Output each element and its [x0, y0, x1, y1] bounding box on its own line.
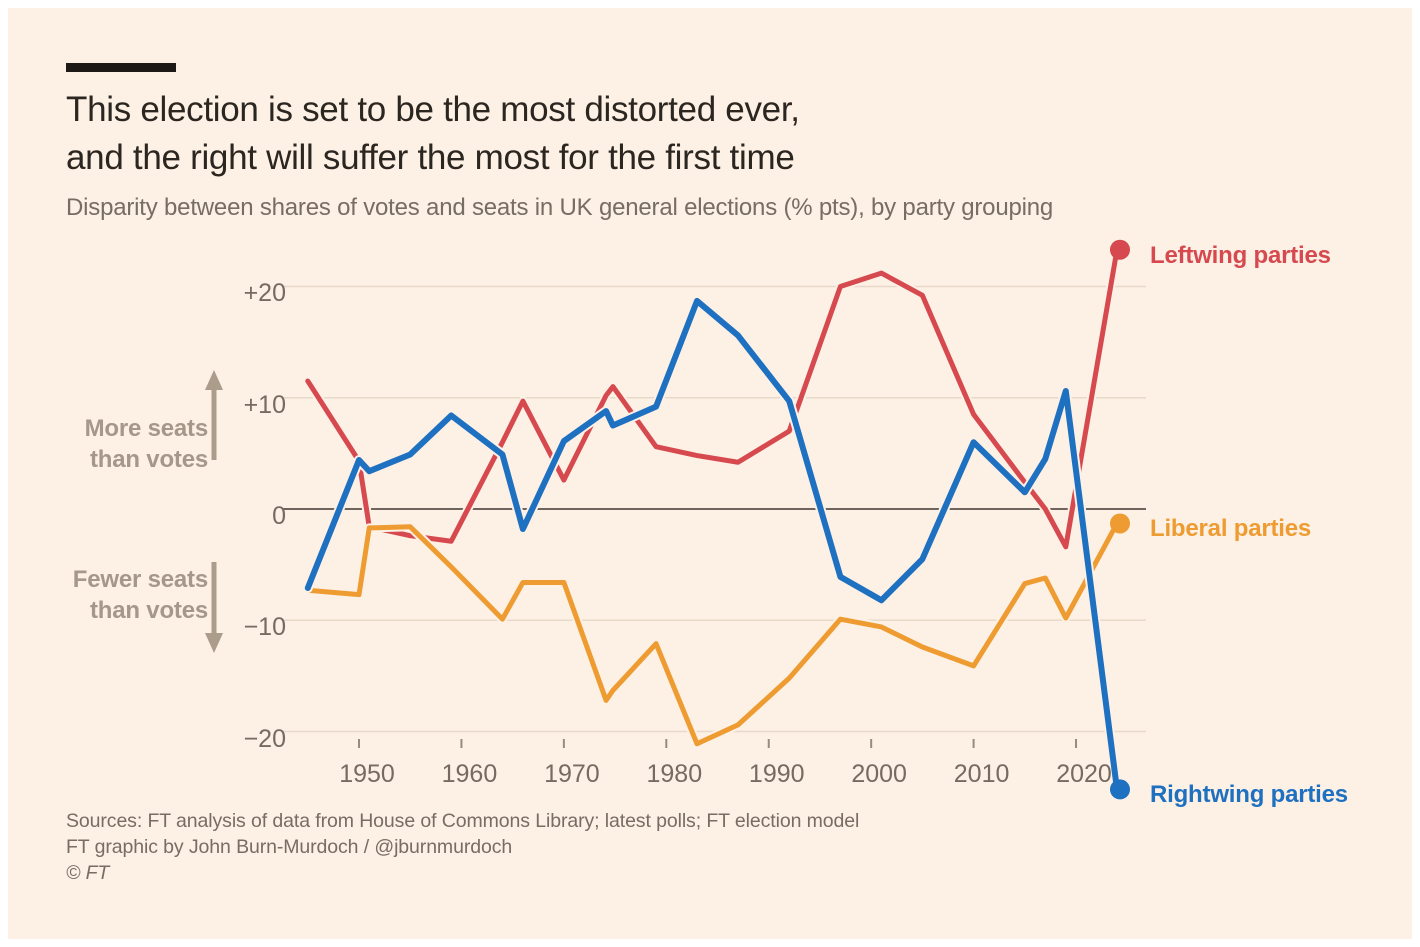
chart-subtitle: Disparity between shares of votes and se… [66, 194, 1054, 221]
arrow-down-head-icon [205, 633, 223, 653]
ft-accent-bar [66, 63, 176, 72]
annotation-fewer-seats: Fewer seats than votes [8, 564, 208, 626]
y-axis-tick-label: 0 [272, 502, 286, 530]
series-line-leftwing-parties [305, 247, 1120, 550]
series-label-liberal: Liberal parties [1150, 515, 1312, 543]
page-title: This election is set to be the most dist… [66, 86, 1066, 182]
annotation-more-seats-line1: More seats [84, 415, 209, 442]
y-axis-tick-label: −10 [243, 613, 286, 642]
series-line-rightwing-parties [304, 297, 1120, 793]
annotation-fewer-seats-line1: Fewer seats [72, 566, 208, 593]
copyright: © FT [66, 862, 110, 884]
y-axis-tick-label: +20 [243, 279, 286, 308]
arrow-up-head-icon [205, 370, 223, 390]
x-axis-tick-label: 2010 [953, 760, 1010, 788]
series-end-dot [1109, 513, 1130, 534]
annotation-fewer-seats-line2: than votes [89, 597, 208, 624]
x-axis-tick-label: 1990 [748, 760, 805, 788]
title-line-2: and the right will suffer the most for t… [66, 138, 795, 177]
annotation-more-seats-line2: than votes [89, 446, 208, 473]
y-axis-tick-label: +10 [243, 390, 286, 419]
source-line-1: Sources: FT analysis of data from House … [66, 810, 860, 832]
series-label-rightwing: Rightwing parties [1150, 781, 1348, 809]
x-axis-tick-label: 1960 [441, 760, 498, 788]
series-end-dot [1109, 779, 1130, 800]
annotation-more-seats: More seats than votes [8, 413, 209, 475]
x-axis-tick-label: 2020 [1056, 760, 1112, 788]
source-line-2: FT graphic by John Burn-Murdoch / @jburn… [66, 836, 513, 858]
source-note: Sources: FT analysis of data from House … [66, 808, 859, 886]
x-axis-tick-label: 1970 [544, 760, 600, 788]
chart-canvas [205, 239, 1146, 800]
x-axis-tick-label: 2000 [851, 760, 907, 788]
title-line-1: This election is set to be the most dist… [66, 90, 800, 129]
series-label-leftwing: Leftwing parties [1150, 241, 1331, 269]
series-end-dot [1109, 239, 1130, 260]
y-axis-tick-label: −20 [243, 724, 286, 753]
x-axis-tick-label: 1980 [646, 760, 703, 788]
x-axis-tick-label: 1950 [339, 760, 395, 788]
series-line-liberal-parties [305, 520, 1120, 747]
